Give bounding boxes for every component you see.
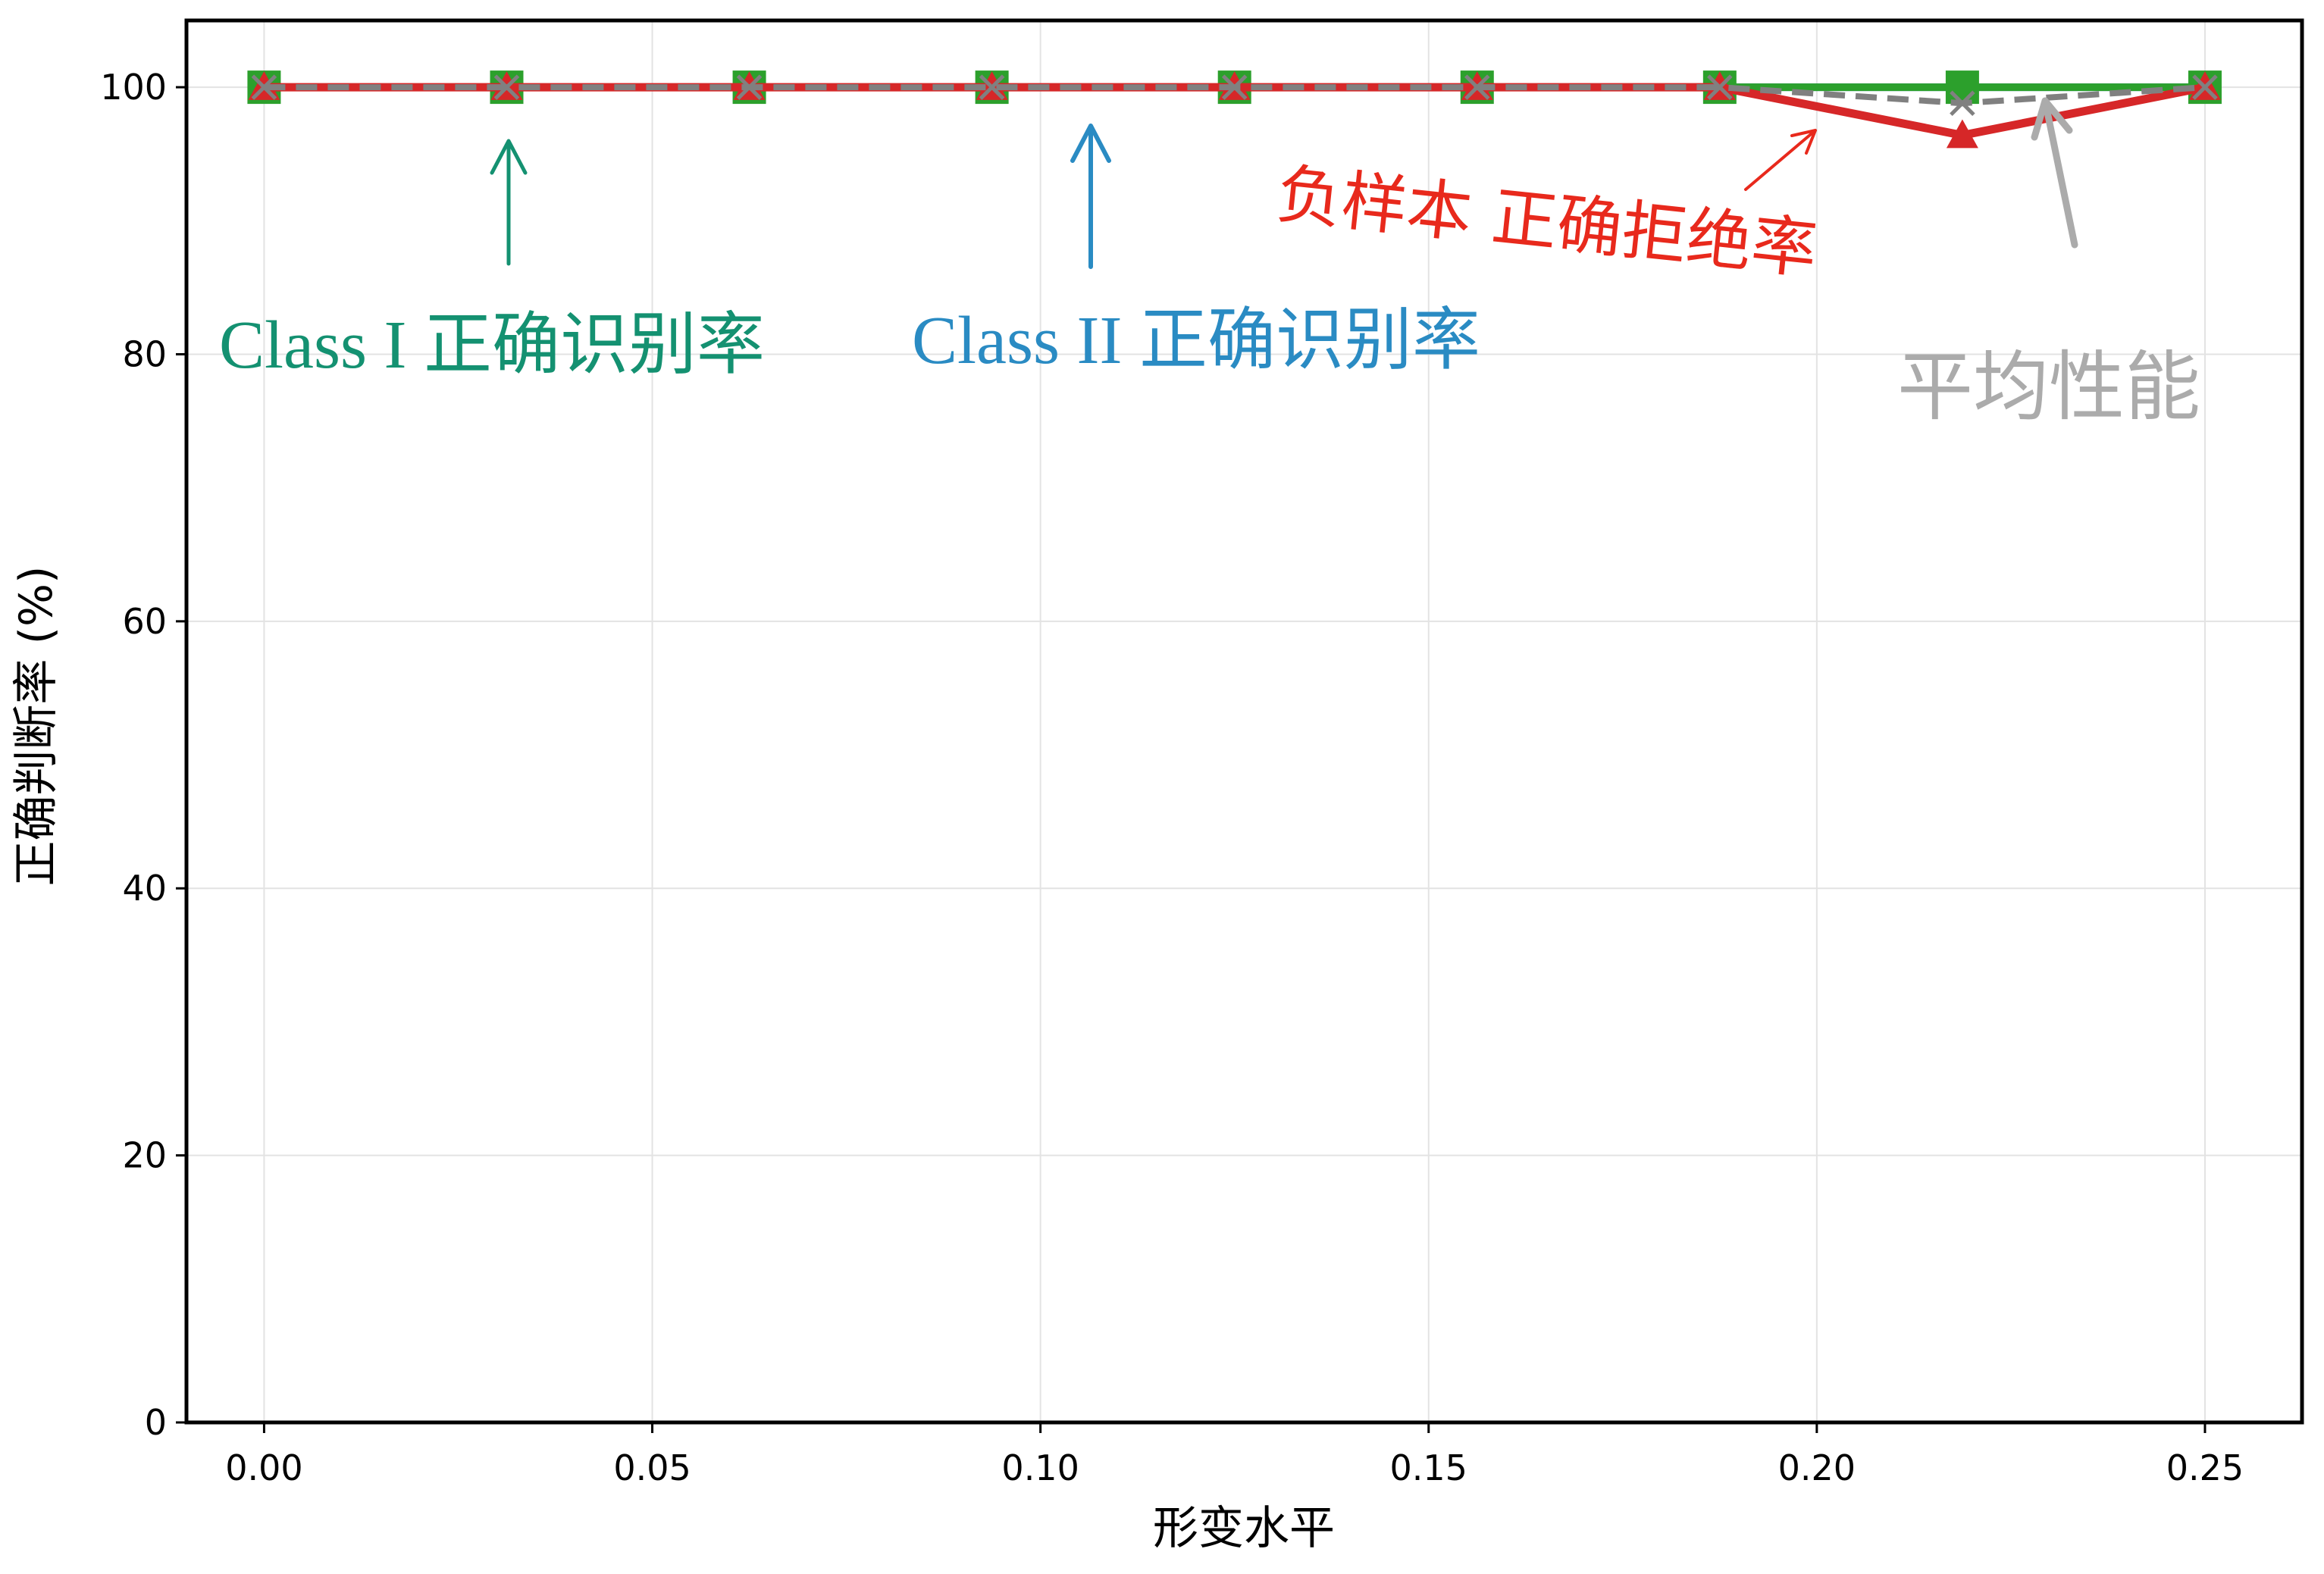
series-3-point bbox=[2192, 74, 2218, 100]
axes: 0.00 0.05 0.10 0.15 0.20 0.25 0 20 40 60 80 100 bbox=[100, 67, 2244, 1488]
arrow-class-2 bbox=[1070, 124, 1111, 269]
series-3-point bbox=[1950, 90, 1975, 117]
x-tick-label: 0.20 bbox=[1778, 1447, 1856, 1488]
x-tick-label: 0.25 bbox=[2166, 1447, 2244, 1488]
x-tick-label: 0.10 bbox=[1001, 1447, 1079, 1488]
annotation-average: 平均性能 bbox=[1897, 97, 2200, 431]
annotation-class-1-label: Class I 正确识别率 bbox=[219, 308, 765, 383]
series-3-point bbox=[493, 74, 520, 100]
series-3-point bbox=[251, 74, 277, 100]
gridlines bbox=[186, 20, 2302, 1423]
y-tick-label: 80 bbox=[122, 333, 167, 374]
arrow-average bbox=[2031, 97, 2078, 249]
series-2-point bbox=[1946, 119, 1978, 149]
y-tick-label: 0 bbox=[145, 1402, 167, 1443]
annotation-class-2-label: Class II 正确识别率 bbox=[912, 303, 1480, 378]
series-3-point bbox=[1464, 74, 1490, 100]
annotation-class-2: Class II 正确识别率 bbox=[912, 124, 1480, 378]
annotation-class-1: Class I 正确识别率 bbox=[219, 139, 765, 383]
arrow-class-1 bbox=[490, 139, 528, 266]
series-3-point bbox=[1707, 74, 1733, 100]
x-tick-label: 0.05 bbox=[613, 1447, 691, 1488]
x-axis-label: 形变水平 bbox=[1153, 1502, 1335, 1555]
annotation-average-label: 平均性能 bbox=[1897, 343, 2200, 431]
y-tick-label: 40 bbox=[122, 868, 167, 909]
x-tick-label: 0.15 bbox=[1390, 1447, 1467, 1488]
plot-frame bbox=[184, 18, 2304, 1425]
series-3-point bbox=[736, 74, 763, 100]
y-tick-label: 20 bbox=[122, 1135, 167, 1176]
series-1-point bbox=[1945, 70, 1979, 105]
arrow-negative bbox=[1744, 129, 1817, 191]
y-tick-label: 60 bbox=[122, 601, 167, 642]
y-axis-label: 正确判断率 (%) bbox=[10, 566, 63, 887]
y-tick-label: 100 bbox=[100, 67, 167, 108]
x-tick-label: 0.00 bbox=[225, 1447, 302, 1488]
series-layer bbox=[247, 70, 2222, 149]
plot-area bbox=[186, 20, 2302, 1422]
series-3-point bbox=[1221, 74, 1248, 100]
series-3-point bbox=[979, 74, 1005, 100]
